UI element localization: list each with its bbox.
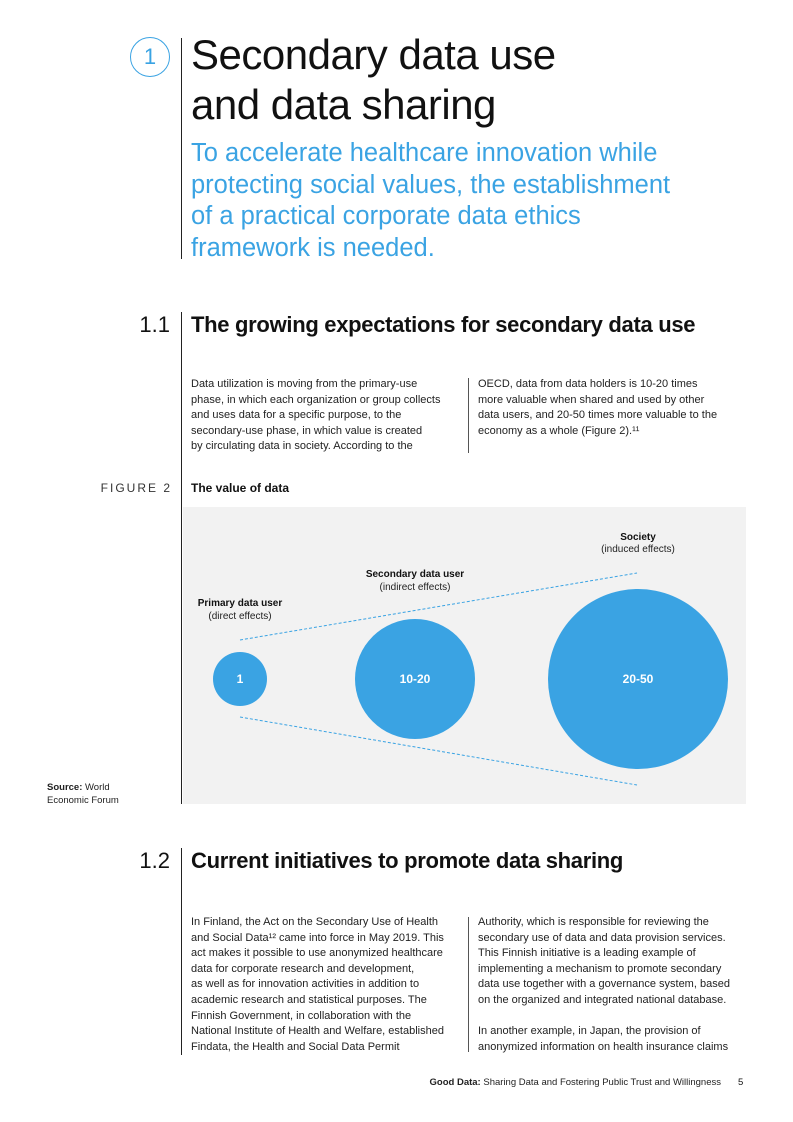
subtitle-line: of a practical corporate data ethics <box>191 202 581 230</box>
section-number: 1.1 <box>139 312 170 337</box>
footer-title: Good Data: Sharing Data and Fostering Pu… <box>430 1077 721 1088</box>
paragraph-left: In Finland, the Act on the Secondary Use… <box>191 915 466 1055</box>
section-title: The growing expectations for secondary d… <box>191 312 696 337</box>
text-line: Authority, which is responsible for revi… <box>478 916 709 928</box>
text-line: and Social Data¹² came into force in May… <box>191 931 444 944</box>
secondary-circle <box>355 619 475 739</box>
node-label: Society <box>620 532 656 543</box>
text-line: anonymized information on health insuran… <box>478 1040 729 1053</box>
divider <box>181 312 182 804</box>
section-number: 1.2 <box>139 848 170 873</box>
text-line: act makes it possible to use anonymized … <box>191 947 443 960</box>
circle-value: 10-20 <box>400 672 431 686</box>
subtitle-line: To accelerate healthcare innovation whil… <box>191 139 658 167</box>
divider <box>181 848 182 1055</box>
source-text: Economic Forum <box>47 795 119 806</box>
source-label: Source: <box>47 782 83 793</box>
paragraph-right: Authority, which is responsible for revi… <box>478 915 758 1055</box>
text-line: phase, in which each organization or gro… <box>191 393 441 406</box>
figure-source: Source: World Economic Forum <box>47 781 119 807</box>
circle-value: 1 <box>237 672 244 686</box>
paragraph-left: Data utilization is moving from the prim… <box>191 377 466 455</box>
text-line: Findata, the Health and Social Data Perm… <box>191 1040 400 1053</box>
paragraph-right: OECD, data from data holders is 10-20 ti… <box>478 377 758 439</box>
figure-title: The value of data <box>191 481 290 495</box>
text-line: implementing a mechanism to promote seco… <box>478 962 722 975</box>
text-line: more valuable when shared and used by ot… <box>478 393 705 406</box>
primary-circle <box>213 652 267 706</box>
text-line: secondary-use phase, in which value is c… <box>191 424 423 437</box>
upper-dashed-line <box>239 572 638 641</box>
node-sublabel: (induced effects) <box>601 544 675 555</box>
text-line: data for corporate research and developm… <box>191 962 415 975</box>
text-line: economy as a whole (Figure 2).¹¹ <box>478 424 640 437</box>
text-line: as well as for innovation activities in … <box>191 978 420 991</box>
page-number: 5 <box>738 1077 744 1088</box>
circle-value: 20-50 <box>623 672 654 686</box>
text-line: on the organized and integrated national… <box>478 993 727 1006</box>
text-line: secondary use of data and data provision… <box>478 931 726 944</box>
society-circle <box>548 589 728 769</box>
text-line: In another example, in Japan, the provis… <box>478 1025 701 1038</box>
section-title: Current initiatives to promote data shar… <box>191 848 624 873</box>
title-line: Secondary data use <box>191 31 556 78</box>
text-line: In Finland, the Act on the Secondary Use… <box>191 916 439 928</box>
text-line: Data utilization is moving from the prim… <box>191 378 418 390</box>
figure-label: FIGURE 2 <box>100 481 172 495</box>
node-label: Primary data user <box>198 598 283 609</box>
chapter-number-badge: 1 <box>130 37 170 77</box>
text-line: OECD, data from data holders is 10-20 ti… <box>478 378 698 390</box>
node-sublabel: (direct effects) <box>208 611 271 622</box>
text-line: academic research and statistical purpos… <box>191 993 427 1006</box>
column-divider <box>468 378 469 453</box>
text-line: Finnish Government, in collaboration wit… <box>191 1009 412 1022</box>
text-line <box>478 1009 758 1025</box>
title-line: and data sharing <box>191 81 496 128</box>
node-label: Secondary data user <box>366 569 464 580</box>
chapter-subtitle: To accelerate healthcare innovation whil… <box>191 138 711 264</box>
text-line: by circulating data in society. Accordin… <box>191 440 413 453</box>
footer-bold: Good Data: <box>429 1077 481 1088</box>
footer-text: Sharing Data and Fostering Public Trust … <box>480 1077 721 1088</box>
text-line: data use together with a governance syst… <box>478 978 730 991</box>
subtitle-line: protecting social values, the establishm… <box>191 170 671 199</box>
text-line: This Finnish initiative is a leading exa… <box>478 947 696 960</box>
subtitle-line: framework is needed. <box>191 233 435 262</box>
node-sublabel: (indirect effects) <box>380 582 451 593</box>
column-divider <box>468 917 469 1052</box>
divider <box>181 38 182 259</box>
lower-dashed-line <box>239 716 638 786</box>
text-line: National Institute of Health and Welfare… <box>191 1025 444 1038</box>
chapter-title: Secondary data use and data sharing <box>191 30 556 130</box>
text-line: and uses data for a specific purpose, to… <box>191 409 402 422</box>
text-line: data users, and 20-50 times more valuabl… <box>478 409 718 422</box>
source-text: World <box>82 782 110 793</box>
